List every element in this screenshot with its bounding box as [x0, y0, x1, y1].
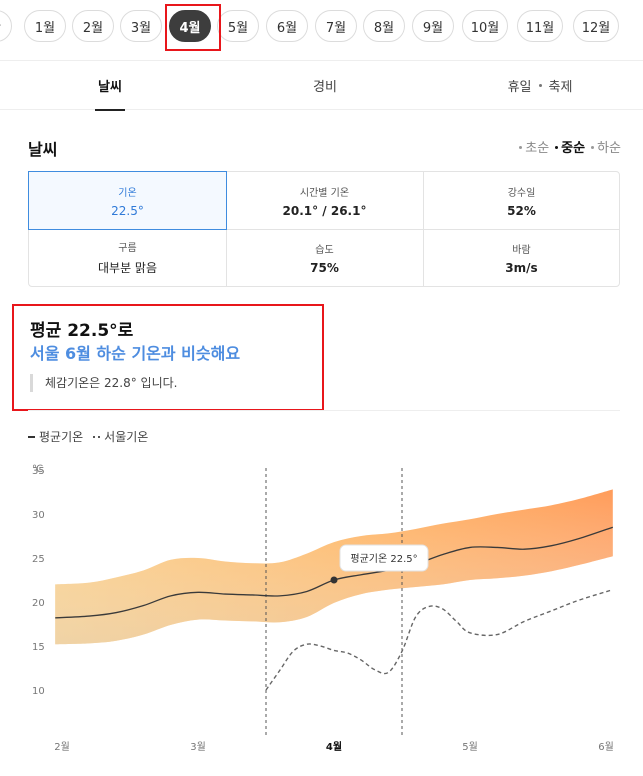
category-tabs: 날씨 경비 휴일 축제	[0, 60, 643, 111]
month-pill-7[interactable]: 7월	[315, 10, 357, 42]
tab-holiday-label: 휴일	[507, 80, 532, 95]
summary-comparison: 서울 6월 하순 기온과 비슷해요	[30, 344, 241, 363]
dot-icon	[555, 145, 559, 149]
tooltip-label: 평균기온 22.5°	[350, 553, 417, 565]
month-pill-9[interactable]: 9월	[412, 10, 454, 42]
y-axis-unit: ℃	[32, 464, 43, 475]
month-pill-12[interactable]: 12월	[573, 10, 619, 42]
separator-dot-icon	[538, 84, 542, 87]
stat-rain-days[interactable]: 강수일 52%	[423, 172, 620, 229]
y-tick-label: 35	[32, 466, 45, 477]
average-temp-marker	[330, 576, 338, 584]
period-early[interactable]: 초순	[519, 137, 549, 156]
stat-label: 기온	[118, 187, 137, 199]
stat-wind[interactable]: 바람 3m/s	[423, 229, 620, 286]
month-pill-6[interactable]: 6월	[266, 10, 308, 42]
stat-humidity[interactable]: 습도 75%	[226, 229, 423, 286]
stat-label: 강수일	[507, 187, 536, 199]
stat-label: 바람	[512, 244, 531, 256]
month-pill-partial[interactable]: 간	[0, 10, 12, 42]
x-tick-label: 4월	[326, 741, 342, 753]
stat-value: 대부분 맑음	[97, 261, 157, 275]
month-pill-10[interactable]: 10월	[462, 10, 508, 42]
dot-icon	[519, 145, 523, 149]
active-tab-indicator	[95, 109, 125, 111]
stat-label: 습도	[315, 244, 334, 256]
period-mid[interactable]: 중순	[555, 137, 585, 156]
period-early-label: 초순	[525, 141, 550, 156]
stat-value: 52%	[507, 203, 536, 218]
section-title: 날씨	[28, 140, 58, 159]
month-pill-1[interactable]: 1월	[24, 10, 66, 42]
stat-temperature[interactable]: 기온 22.5°	[28, 171, 227, 230]
month-pill-4[interactable]: 4월	[169, 10, 211, 42]
stat-label: 시간별 기온	[299, 187, 350, 199]
stat-value: 22.5°	[111, 203, 144, 218]
temperature-chart: ℃ 10 15 20 25 30 35 평균기온 22.5° 2월 3월 4월 5월 6월	[32, 464, 614, 753]
tab-weather[interactable]: 날씨	[98, 80, 122, 95]
grid-divider	[29, 229, 619, 230]
summary-title: 평균 22.5°로	[30, 321, 134, 341]
legend-item-seoul: 서울기온	[93, 428, 148, 445]
stat-value: 20.1° / 26.1°	[282, 203, 367, 218]
seoul-temp-line	[265, 589, 614, 691]
tab-cost[interactable]: 경비	[313, 80, 337, 95]
legend-label: 서울기온	[104, 430, 149, 444]
month-pill-3[interactable]: 3월	[120, 10, 162, 42]
stat-hourly-temp[interactable]: 시간별 기온 20.1° / 26.1°	[226, 172, 423, 229]
x-tick-label: 6월	[598, 741, 614, 753]
y-tick-label: 10	[32, 686, 45, 697]
period-selector: 초순 중순 하순	[519, 137, 621, 156]
weather-stats-grid: 기온 22.5° 시간별 기온 20.1° / 26.1° 강수일 52% 구름…	[28, 171, 620, 287]
month-pill-8[interactable]: 8월	[363, 10, 405, 42]
y-tick-label: 25	[32, 554, 45, 565]
selected-month-highlight	[165, 4, 221, 51]
divider	[28, 410, 620, 411]
legend-label: 평균기온	[39, 430, 84, 444]
legend-item-avg: 평균기온	[28, 428, 83, 445]
y-tick-label: 20	[32, 598, 45, 609]
x-tick-label: 2월	[54, 741, 70, 753]
y-tick-label: 15	[32, 642, 45, 653]
x-tick-label: 5월	[462, 741, 478, 753]
x-tick-label: 3월	[190, 741, 206, 753]
tab-holiday-festival[interactable]: 휴일 축제	[495, 61, 585, 110]
month-pill-11[interactable]: 11월	[517, 10, 563, 42]
stat-label: 구름	[118, 243, 137, 254]
period-late[interactable]: 하순	[591, 137, 621, 156]
stat-value: 75%	[310, 260, 339, 275]
period-mid-label: 중순	[561, 141, 586, 156]
period-late-label: 하순	[597, 141, 621, 156]
dashed-line-icon	[93, 435, 101, 438]
stat-value: 3m/s	[505, 260, 538, 275]
dot-icon	[591, 145, 595, 149]
solid-line-icon	[28, 435, 35, 438]
tooltip-box	[339, 544, 429, 572]
stat-cloud[interactable]: 구름 대부분 맑음	[29, 229, 226, 286]
feels-like-note: 체감기온은 22.8° 입니다.	[30, 374, 177, 392]
chart-legend: 평균기온 서울기온	[28, 428, 148, 445]
y-tick-label: 30	[32, 510, 45, 521]
tab-festival-label: 축제	[548, 80, 573, 95]
month-pill-5[interactable]: 5월	[217, 10, 259, 42]
month-pill-2[interactable]: 2월	[72, 10, 114, 42]
temperature-range-band-shade	[55, 489, 613, 645]
